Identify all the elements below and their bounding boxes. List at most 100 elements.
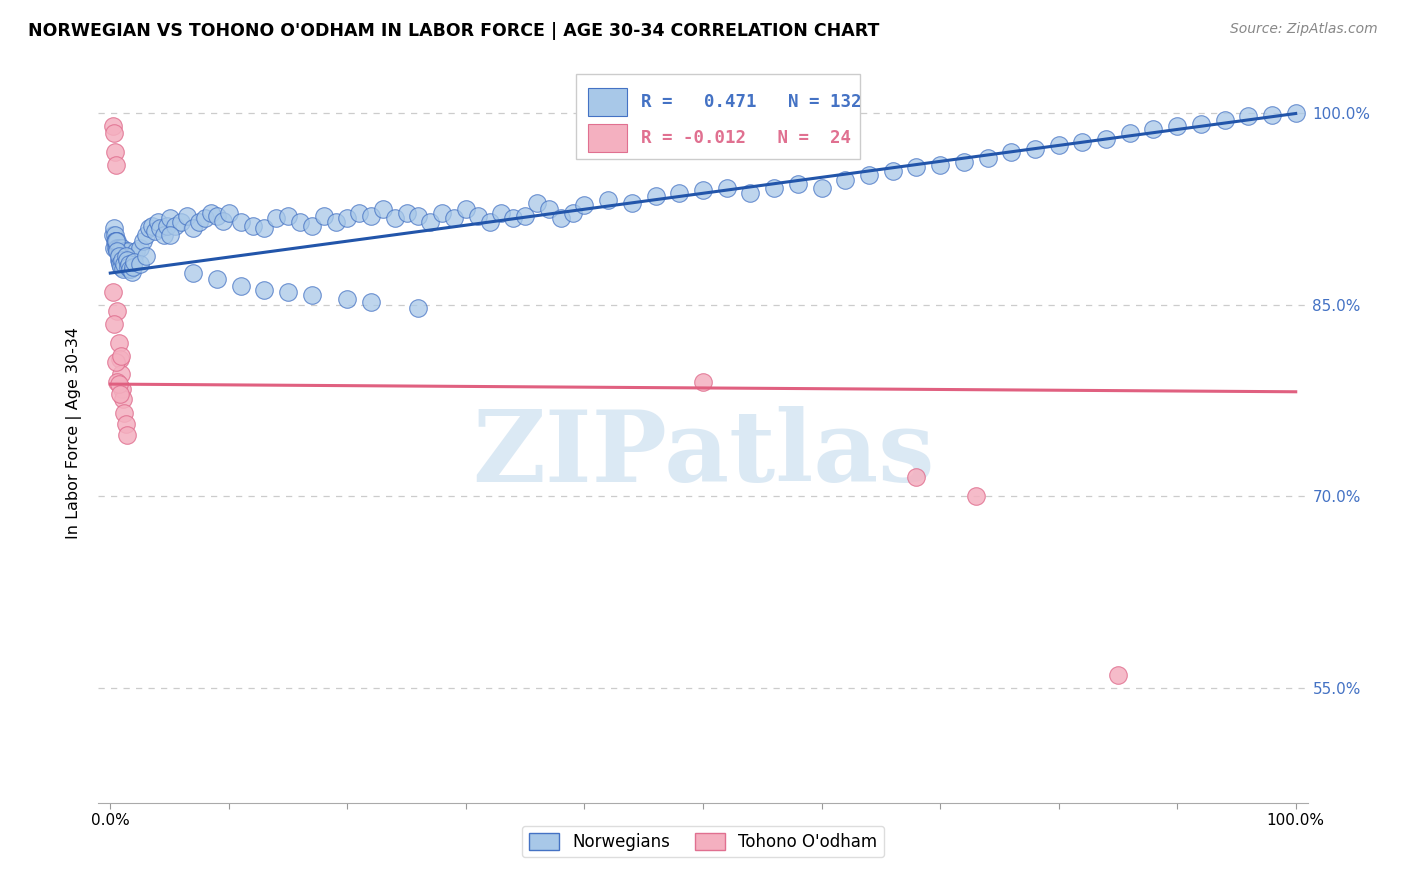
Point (108, 244, 131, 259)
Point (408, 301, 430, 315)
Point (101, 227, 124, 242)
Point (112, 392, 135, 407)
Point (1107, 668, 1129, 682)
FancyBboxPatch shape (576, 73, 860, 159)
Point (107, 336, 129, 351)
Point (976, 151, 998, 165)
Point (1142, 121, 1164, 136)
Point (107, 247, 129, 261)
Point (419, 215, 441, 229)
Point (121, 257, 143, 271)
Point (114, 260, 136, 274)
Point (598, 194, 620, 208)
Point (110, 240, 132, 255)
Point (120, 262, 142, 277)
Point (103, 317, 125, 331)
Point (105, 244, 128, 259)
Point (118, 253, 141, 268)
Point (121, 260, 143, 274)
Point (644, 189, 666, 203)
Point (110, 260, 132, 274)
Point (929, 157, 952, 171)
Point (135, 250, 157, 264)
Point (115, 428, 138, 442)
Point (107, 253, 129, 268)
Point (264, 211, 287, 226)
Point (561, 206, 583, 220)
Point (347, 206, 370, 220)
Point (194, 211, 217, 226)
Point (176, 209, 198, 223)
Point (537, 202, 560, 217)
Point (1237, 109, 1260, 123)
Text: ZIPatlas: ZIPatlas (472, 407, 934, 503)
Point (858, 168, 880, 182)
Point (114, 417, 136, 431)
Point (108, 351, 131, 366)
Text: R = -0.012   N =  24: R = -0.012 N = 24 (641, 129, 851, 147)
Point (152, 227, 174, 242)
Point (1119, 126, 1142, 140)
Point (312, 209, 335, 223)
Point (159, 227, 181, 242)
Point (129, 257, 152, 271)
Point (104, 145, 127, 159)
Point (336, 292, 359, 306)
Point (515, 209, 537, 223)
Point (905, 470, 928, 484)
Point (159, 211, 181, 226)
Point (253, 221, 276, 235)
Point (205, 272, 228, 286)
Point (181, 221, 204, 235)
Point (117, 251, 139, 265)
Point (138, 221, 160, 235)
Point (105, 304, 128, 318)
Legend: Norwegians, Tohono O'odham: Norwegians, Tohono O'odham (522, 826, 884, 857)
Text: Source: ZipAtlas.com: Source: ZipAtlas.com (1230, 22, 1378, 37)
Point (141, 219, 163, 233)
Point (105, 234, 128, 248)
Point (107, 250, 129, 264)
Point (110, 367, 132, 381)
Point (103, 240, 125, 255)
Point (105, 157, 128, 171)
Point (1213, 112, 1236, 127)
Point (129, 240, 152, 255)
Point (101, 285, 124, 300)
Point (205, 209, 228, 223)
Point (384, 211, 406, 226)
Point (336, 211, 359, 226)
Point (108, 253, 131, 268)
Point (360, 295, 382, 310)
Point (121, 253, 143, 268)
Point (101, 120, 124, 134)
Point (692, 375, 714, 389)
Point (103, 221, 125, 235)
Point (952, 155, 974, 169)
Point (502, 211, 524, 226)
Point (117, 260, 139, 274)
Point (218, 206, 240, 220)
Point (550, 211, 572, 226)
Point (277, 209, 299, 223)
Point (165, 219, 187, 233)
Point (1285, 106, 1308, 120)
Point (108, 257, 131, 271)
Point (115, 253, 138, 268)
Point (105, 240, 128, 255)
Point (104, 227, 127, 242)
Point (212, 213, 235, 227)
Point (454, 202, 477, 217)
Point (301, 219, 323, 233)
Point (1024, 142, 1046, 156)
Point (115, 257, 138, 271)
Point (114, 250, 136, 264)
Point (114, 257, 136, 271)
Point (121, 265, 143, 279)
Point (360, 209, 382, 223)
Point (110, 349, 132, 363)
Point (325, 215, 347, 229)
Point (149, 221, 172, 235)
Point (111, 382, 134, 396)
Point (146, 215, 169, 229)
